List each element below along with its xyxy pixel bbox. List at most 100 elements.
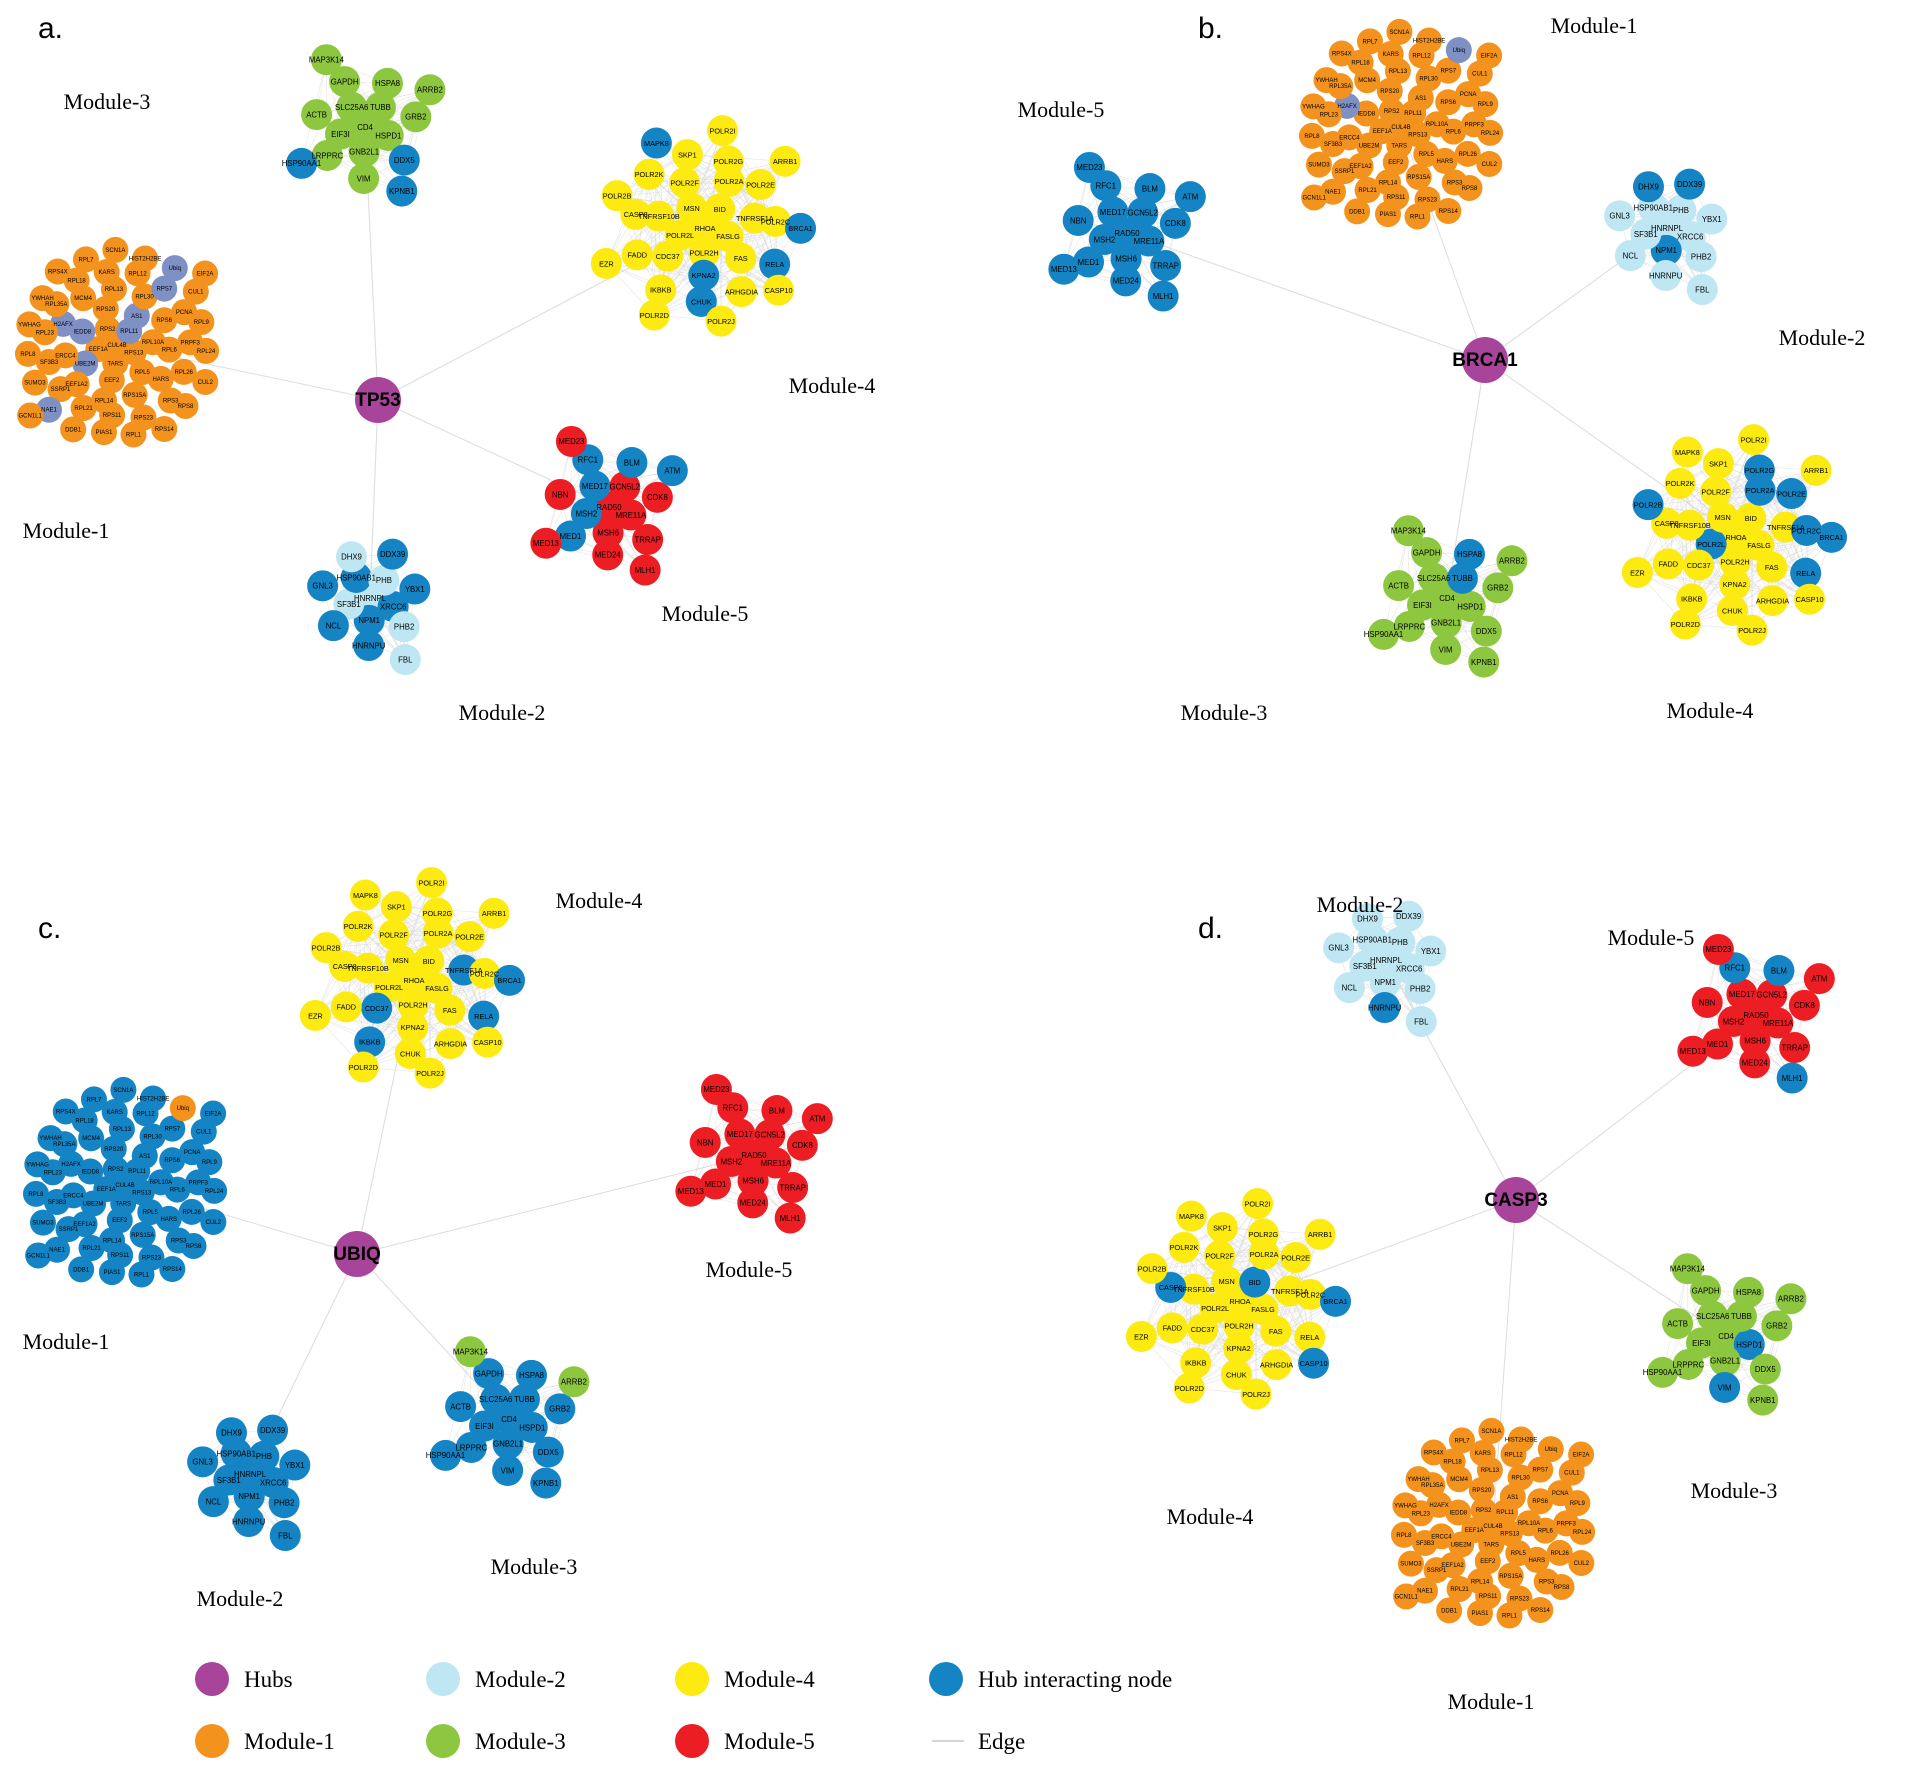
svg-text:SF3B1: SF3B1 xyxy=(1634,230,1658,239)
svg-text:UBIQ: UBIQ xyxy=(333,1244,381,1265)
svg-text:RPL12: RPL12 xyxy=(136,1111,155,1117)
svg-text:Module-3: Module-3 xyxy=(475,1729,566,1754)
svg-text:RPL23: RPL23 xyxy=(36,330,55,336)
svg-text:BRCA1: BRCA1 xyxy=(1819,533,1843,542)
svg-text:Module-2: Module-2 xyxy=(459,700,546,725)
svg-text:MAPK8: MAPK8 xyxy=(1179,1212,1204,1221)
svg-text:POLR2A: POLR2A xyxy=(715,177,744,186)
svg-text:POLR2K: POLR2K xyxy=(1170,1243,1199,1252)
svg-text:MAP3K14: MAP3K14 xyxy=(309,56,345,65)
svg-text:HSP90AB1: HSP90AB1 xyxy=(336,573,375,582)
svg-text:CASP8: CASP8 xyxy=(624,210,648,219)
svg-text:HSP90AA1: HSP90AA1 xyxy=(282,159,321,168)
svg-text:EZR: EZR xyxy=(1134,1332,1149,1341)
svg-text:HIST2H2BE: HIST2H2BE xyxy=(1413,39,1446,45)
svg-text:HSP90AB1: HSP90AB1 xyxy=(1633,203,1672,212)
svg-text:MED1: MED1 xyxy=(560,532,582,541)
svg-text:NAE1: NAE1 xyxy=(41,408,57,414)
svg-text:MRE11A: MRE11A xyxy=(616,511,647,520)
svg-text:GAPDH: GAPDH xyxy=(331,77,359,86)
svg-text:FBL: FBL xyxy=(278,1531,293,1540)
svg-text:POLR2J: POLR2J xyxy=(1242,1390,1270,1399)
svg-text:EEF1A: EEF1A xyxy=(89,347,108,353)
svg-text:MRE11A: MRE11A xyxy=(1763,1019,1794,1028)
svg-text:POLR2C: POLR2C xyxy=(1296,1290,1325,1299)
svg-text:MSH6: MSH6 xyxy=(1115,255,1137,264)
svg-text:BID: BID xyxy=(423,957,435,966)
svg-text:MSN: MSN xyxy=(1219,1277,1235,1286)
svg-text:RFC1: RFC1 xyxy=(578,456,598,465)
svg-text:RPS15A: RPS15A xyxy=(123,393,146,399)
svg-text:RPL10A: RPL10A xyxy=(150,1180,172,1186)
svg-text:BLM: BLM xyxy=(769,1106,785,1115)
svg-text:RPS8: RPS8 xyxy=(1462,186,1478,192)
svg-text:RPL30: RPL30 xyxy=(135,294,154,300)
svg-text:IEDD8: IEDD8 xyxy=(81,1170,99,1176)
svg-text:RPL1: RPL1 xyxy=(126,433,142,439)
svg-text:RPL35A: RPL35A xyxy=(45,302,67,308)
svg-text:RPS2: RPS2 xyxy=(100,327,116,333)
svg-text:KARS: KARS xyxy=(1383,52,1399,58)
svg-text:RPS15A: RPS15A xyxy=(131,1233,154,1239)
svg-text:Module-1: Module-1 xyxy=(23,518,110,543)
svg-text:UBE2M: UBE2M xyxy=(75,362,96,368)
svg-text:PHB2: PHB2 xyxy=(1691,253,1711,262)
svg-text:POLR2E: POLR2E xyxy=(455,932,484,941)
svg-text:RPL5: RPL5 xyxy=(1419,152,1435,158)
svg-text:RPS20: RPS20 xyxy=(1380,89,1400,95)
svg-text:GCN1L1: GCN1L1 xyxy=(1395,1594,1419,1600)
svg-text:NAE1: NAE1 xyxy=(49,1248,65,1254)
svg-text:ARRB1: ARRB1 xyxy=(1804,466,1828,475)
svg-text:RPL18: RPL18 xyxy=(67,279,86,285)
svg-text:HARS: HARS xyxy=(160,1217,177,1223)
svg-text:MCM4: MCM4 xyxy=(1450,1477,1468,1483)
svg-text:CDK8: CDK8 xyxy=(792,1141,813,1150)
svg-text:PHB2: PHB2 xyxy=(274,1499,294,1508)
svg-text:SLC25A6: SLC25A6 xyxy=(1696,1312,1729,1321)
svg-text:ERCC4: ERCC4 xyxy=(63,1193,84,1199)
svg-text:RPS7: RPS7 xyxy=(164,1127,180,1133)
svg-text:c.: c. xyxy=(38,912,61,945)
svg-text:RPL7: RPL7 xyxy=(1454,1438,1470,1444)
svg-text:CASP10: CASP10 xyxy=(474,1038,502,1047)
svg-text:MSH2: MSH2 xyxy=(721,1157,743,1166)
svg-text:MSN: MSN xyxy=(1715,513,1731,522)
svg-text:Ubiq: Ubiq xyxy=(1453,48,1465,54)
svg-text:RPL21: RPL21 xyxy=(1450,1587,1469,1593)
svg-text:RPL14: RPL14 xyxy=(1379,180,1398,186)
svg-text:ACTB: ACTB xyxy=(1667,1319,1688,1328)
svg-text:VIM: VIM xyxy=(1718,1383,1732,1392)
svg-text:EIF2A: EIF2A xyxy=(205,1112,222,1118)
svg-text:POLR2A: POLR2A xyxy=(424,929,453,938)
svg-text:DDX5: DDX5 xyxy=(1476,627,1497,636)
svg-text:Module-1: Module-1 xyxy=(1551,13,1638,38)
svg-text:DHX9: DHX9 xyxy=(341,553,362,562)
svg-text:KPNB1: KPNB1 xyxy=(1471,658,1497,667)
svg-text:KPNB1: KPNB1 xyxy=(389,187,415,196)
svg-text:RPL9: RPL9 xyxy=(1478,102,1494,108)
svg-text:POLR2A: POLR2A xyxy=(1746,486,1775,495)
svg-text:MED17: MED17 xyxy=(582,482,608,491)
svg-text:HSP90AB1: HSP90AB1 xyxy=(216,1449,255,1458)
svg-text:ATM: ATM xyxy=(664,467,680,476)
svg-text:POLR2F: POLR2F xyxy=(1205,1252,1234,1261)
svg-text:RHOA: RHOA xyxy=(403,976,424,985)
svg-text:HIST2H2BE: HIST2H2BE xyxy=(1505,1438,1538,1444)
svg-text:CUL1: CUL1 xyxy=(188,290,204,296)
svg-text:MED24: MED24 xyxy=(595,551,622,560)
svg-text:MED17: MED17 xyxy=(727,1130,753,1139)
svg-text:POLR2E: POLR2E xyxy=(746,180,775,189)
svg-text:MAPK8: MAPK8 xyxy=(353,891,378,900)
svg-text:Module-5: Module-5 xyxy=(1608,925,1695,950)
svg-text:RELA: RELA xyxy=(1796,569,1815,578)
svg-text:RHOA: RHOA xyxy=(1725,533,1746,542)
svg-text:GCN5L2: GCN5L2 xyxy=(1757,991,1787,1000)
svg-text:PIAS1: PIAS1 xyxy=(103,1270,121,1276)
svg-text:HSPA8: HSPA8 xyxy=(519,1371,544,1380)
svg-text:HIST2H2BE: HIST2H2BE xyxy=(137,1097,170,1103)
svg-text:POLR2J: POLR2J xyxy=(1738,626,1766,635)
svg-text:RPL10A: RPL10A xyxy=(1518,1521,1540,1527)
svg-text:DDB1: DDB1 xyxy=(1349,209,1366,215)
svg-text:RPS11: RPS11 xyxy=(1387,195,1406,201)
svg-text:GNB2L1: GNB2L1 xyxy=(493,1440,523,1449)
